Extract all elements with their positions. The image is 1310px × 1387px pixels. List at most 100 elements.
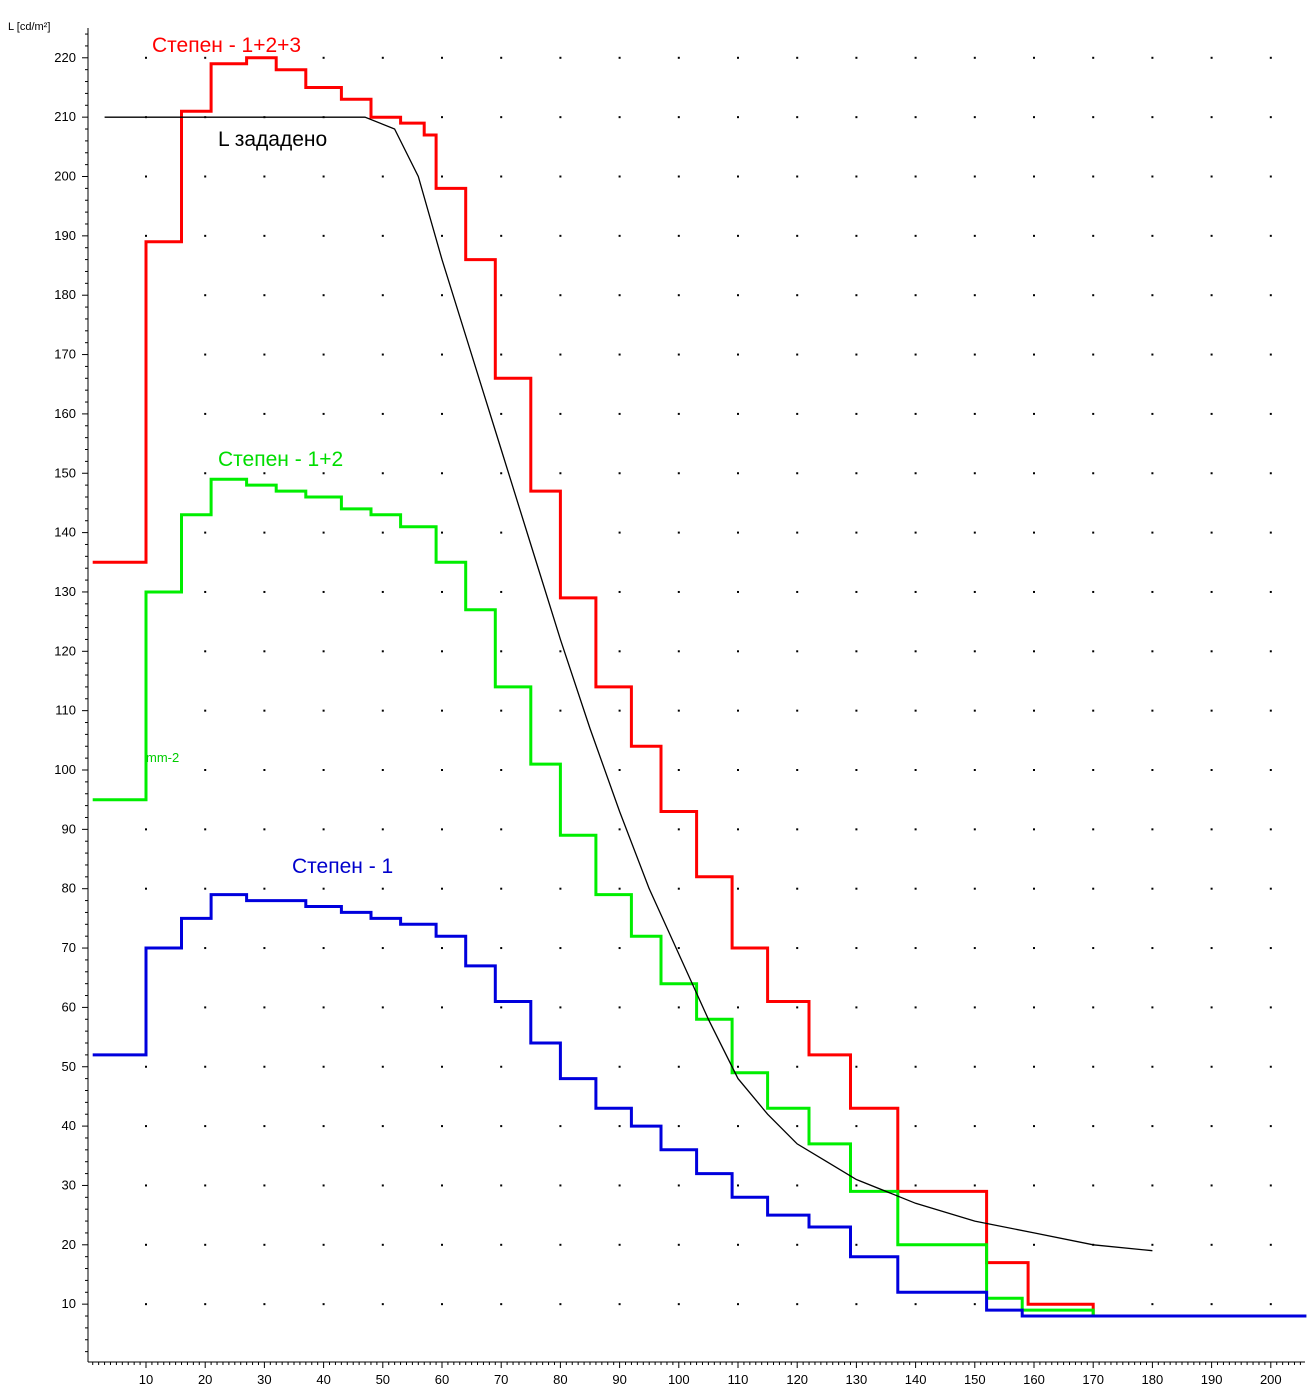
grid-dot [618, 56, 621, 59]
grid-dot [1269, 353, 1272, 356]
grid-dot [322, 294, 325, 297]
grid-dot [204, 175, 207, 178]
grid-dot [855, 828, 858, 831]
grid-dot [559, 1303, 562, 1306]
grid-dot [441, 1006, 443, 1009]
grid-dot [1092, 1006, 1095, 1009]
grid-dot [973, 1303, 976, 1306]
grid-dot [618, 887, 621, 890]
grid-dot [737, 1303, 739, 1306]
grid-dot [973, 294, 976, 297]
grid-dot [381, 175, 384, 178]
series-label-red: Степен - 1+2+3 [152, 34, 301, 57]
y-tick-label: 70 [62, 940, 76, 955]
grid-dot [381, 769, 384, 771]
grid-dot [1151, 828, 1154, 831]
grid-dot [618, 294, 621, 297]
grid-dot [796, 412, 799, 415]
grid-dot [1092, 769, 1095, 771]
grid-dot [204, 590, 207, 593]
grid-dot [559, 1006, 562, 1009]
y-tick-label: 40 [62, 1118, 76, 1133]
series-line-2 [92, 893, 1307, 1318]
grid-dot [500, 650, 503, 653]
x-tick-label: 190 [1201, 1372, 1223, 1387]
grid-dot [677, 1006, 680, 1009]
grid-dot [1269, 412, 1272, 415]
grid-dot [914, 234, 917, 237]
grid-dot [1210, 175, 1213, 178]
grid-dot [322, 175, 325, 178]
grid-dot [322, 56, 325, 59]
grid-dot [381, 887, 384, 890]
grid-dot [322, 1243, 325, 1246]
grid-dot [500, 175, 503, 178]
grid-dot [973, 234, 976, 237]
grid-dot [618, 531, 621, 534]
grid-dot [145, 1125, 147, 1128]
grid-dot [1210, 472, 1213, 475]
series-label-target: L зададено [218, 128, 327, 151]
x-tick-label: 160 [1023, 1372, 1045, 1387]
grid-dot [322, 1125, 325, 1128]
series-label-blue: Степен - 1 [292, 855, 393, 878]
grid-dot [677, 353, 680, 356]
grid-dot [796, 353, 799, 356]
grid-dot [204, 1065, 207, 1068]
x-tick-label: 110 [728, 1372, 749, 1387]
grid-dot [1269, 1303, 1272, 1306]
grid-dot [1151, 887, 1154, 890]
grid-dot [1033, 947, 1035, 950]
grid-dot [1210, 116, 1213, 119]
x-tick-label: 180 [1142, 1372, 1164, 1387]
grid-dot [855, 1125, 858, 1128]
grid-dot [914, 1303, 917, 1306]
grid-dot [145, 56, 147, 59]
x-tick-label: 100 [668, 1372, 690, 1387]
grid-dot [441, 56, 443, 59]
grid-dot [914, 472, 917, 475]
grid-dot [796, 1243, 799, 1246]
grid-dot [914, 1125, 917, 1128]
grid-dot [677, 175, 680, 178]
x-tick-label: 70 [494, 1372, 508, 1387]
grid-dot [1033, 650, 1035, 653]
grid-dot [796, 1184, 799, 1187]
grid-dot [1092, 1125, 1095, 1128]
grid-dot [1269, 116, 1272, 119]
grid-dot [500, 887, 503, 890]
grid-dot [914, 412, 917, 415]
grid-dot [1151, 531, 1154, 534]
grid-dot [1033, 412, 1035, 415]
grid-dot [441, 769, 443, 771]
grid-dot [855, 294, 858, 297]
grid-dot [1151, 709, 1154, 712]
grid-dot [796, 709, 799, 712]
grid-dot [973, 531, 976, 534]
grid-dot [1033, 472, 1035, 475]
grid-dot [1151, 353, 1154, 356]
grid-dot [559, 175, 562, 178]
series-label-green: Степен - 1+2 [218, 448, 343, 471]
grid-dot [145, 1184, 147, 1187]
grid-dot [204, 234, 207, 237]
grid-dot [1210, 412, 1213, 415]
grid-dot [322, 947, 325, 950]
grid-dot [677, 1243, 680, 1246]
grid-dot [322, 234, 325, 237]
y-tick-label: 90 [62, 821, 76, 836]
grid-dot [204, 1303, 207, 1306]
grid-dot [973, 828, 976, 831]
y-tick-label: 160 [54, 406, 76, 421]
grid-dot [1151, 412, 1154, 415]
grid-dot [796, 56, 799, 59]
grid-dot [677, 294, 680, 297]
grid-dot [322, 1065, 325, 1068]
grid-dot [441, 175, 443, 178]
grid-dot [1269, 1184, 1272, 1187]
grid-dot [1269, 1243, 1272, 1246]
grid-dot [737, 1065, 739, 1068]
grid-dot [204, 947, 207, 950]
grid-dot [381, 1243, 384, 1246]
grid-dot [796, 531, 799, 534]
